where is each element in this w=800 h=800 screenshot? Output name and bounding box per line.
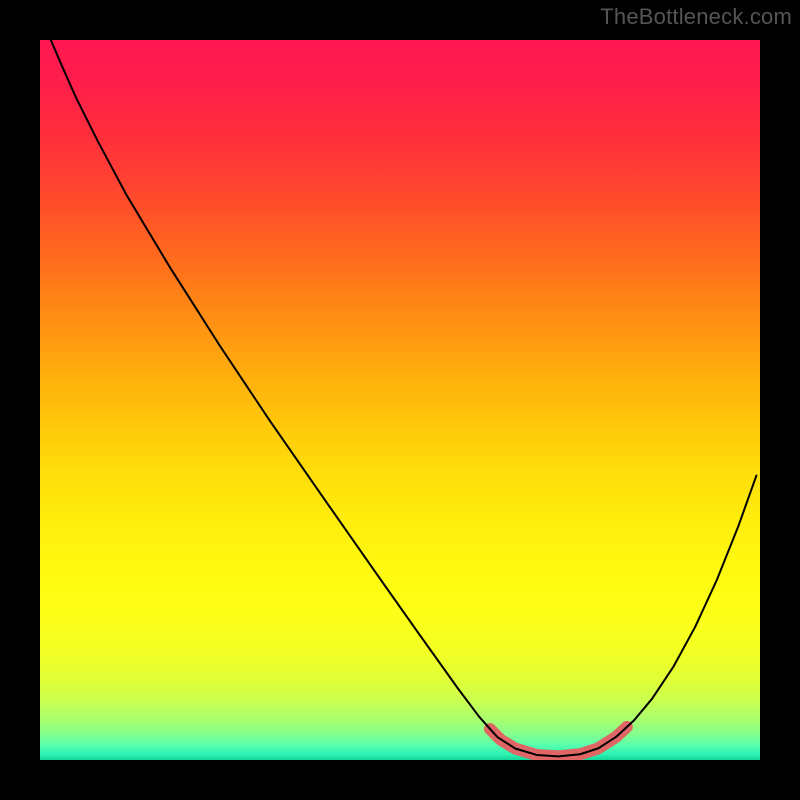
bottleneck-chart	[0, 0, 800, 800]
chart-gradient-background	[40, 40, 760, 760]
chart-container: TheBottleneck.com	[0, 0, 800, 800]
watermark-label: TheBottleneck.com	[600, 4, 792, 30]
